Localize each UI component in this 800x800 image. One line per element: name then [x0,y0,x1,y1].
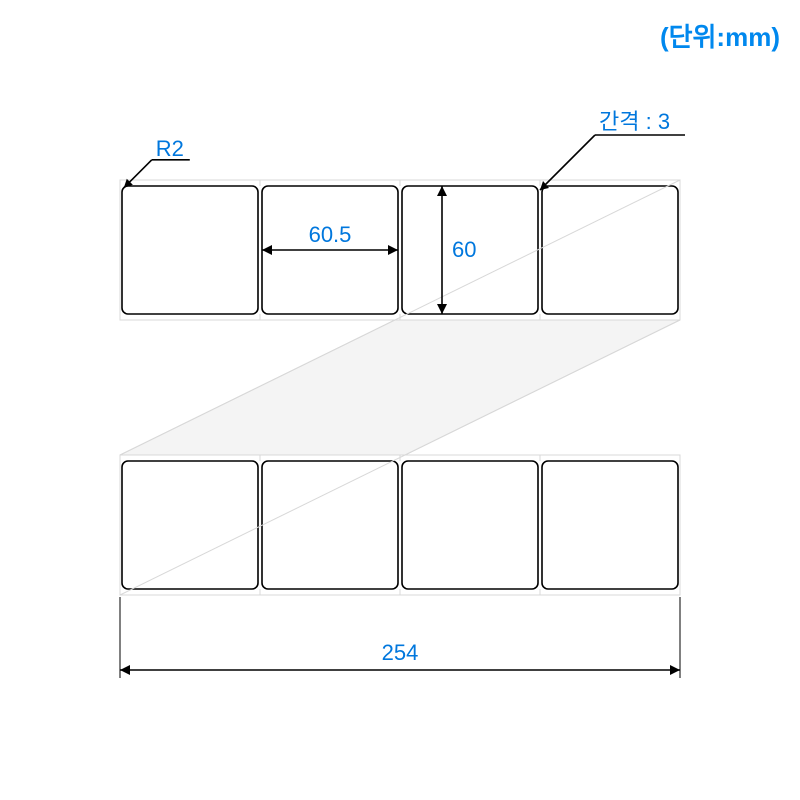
label-width-dim: 60.5 [309,222,352,247]
gap-label: 간격 : 3 [599,109,670,134]
unit-label: (단위:mm) [660,22,780,52]
label-height-dim: 60 [452,237,476,262]
dimension-diagram: (단위:mm) R2 60.5 60 간격 : 3 254 [0,0,800,800]
corner-radius-label: R2 [156,136,184,161]
total-width-dim: 254 [382,640,419,665]
